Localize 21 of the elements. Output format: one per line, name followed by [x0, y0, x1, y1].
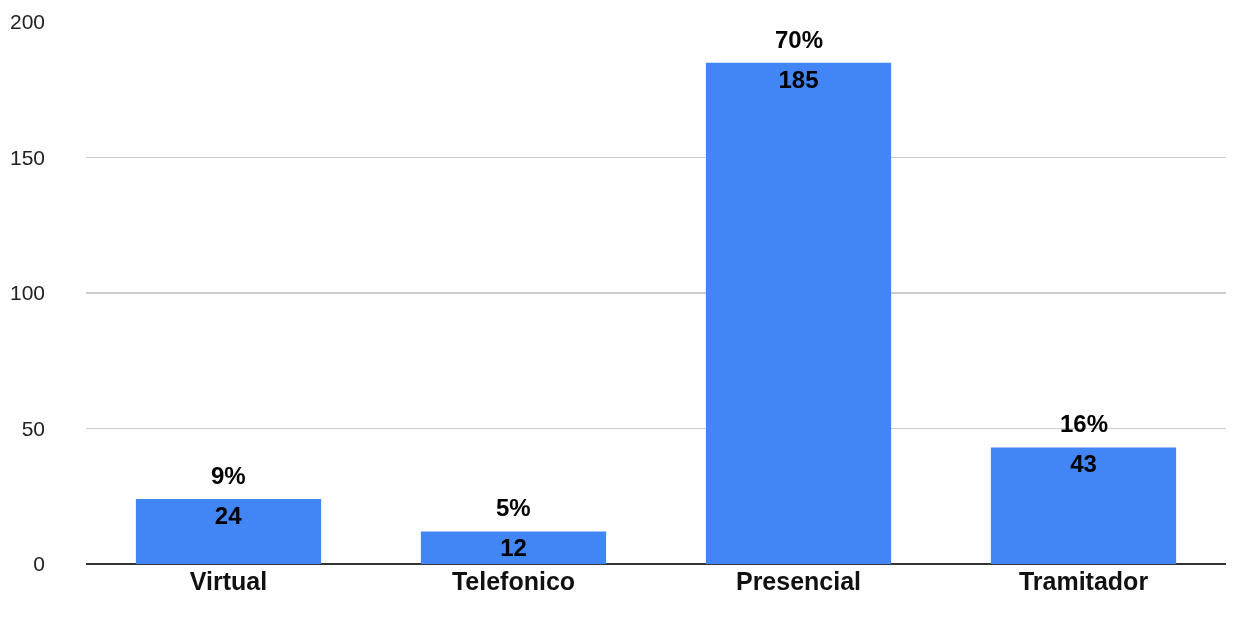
data-label: 12 — [500, 534, 527, 562]
bar — [705, 62, 892, 564]
annotation: 9% — [211, 462, 246, 489]
data-label: 24 — [214, 501, 243, 529]
y-tick-label: 100 — [9, 281, 45, 305]
x-tick-label: Tramitador — [1018, 567, 1149, 595]
annotation: 16% — [1060, 410, 1109, 437]
bar — [420, 531, 607, 564]
x-tick-label: Telefonico — [451, 567, 576, 595]
y-tick-label: 0 — [33, 552, 45, 576]
bar — [990, 447, 1177, 564]
y-tick-label: 50 — [21, 416, 45, 440]
x-tick-label: Presencial — [735, 567, 862, 595]
y-tick-label: 150 — [9, 145, 45, 169]
bar — [135, 498, 322, 564]
data-label: 43 — [1070, 450, 1097, 478]
y-tick-label: 200 — [9, 10, 45, 34]
annotation: 5% — [496, 494, 531, 521]
data-label: 185 — [778, 65, 819, 93]
annotation: 70% — [775, 26, 824, 53]
x-tick-label: Virtual — [189, 567, 268, 595]
